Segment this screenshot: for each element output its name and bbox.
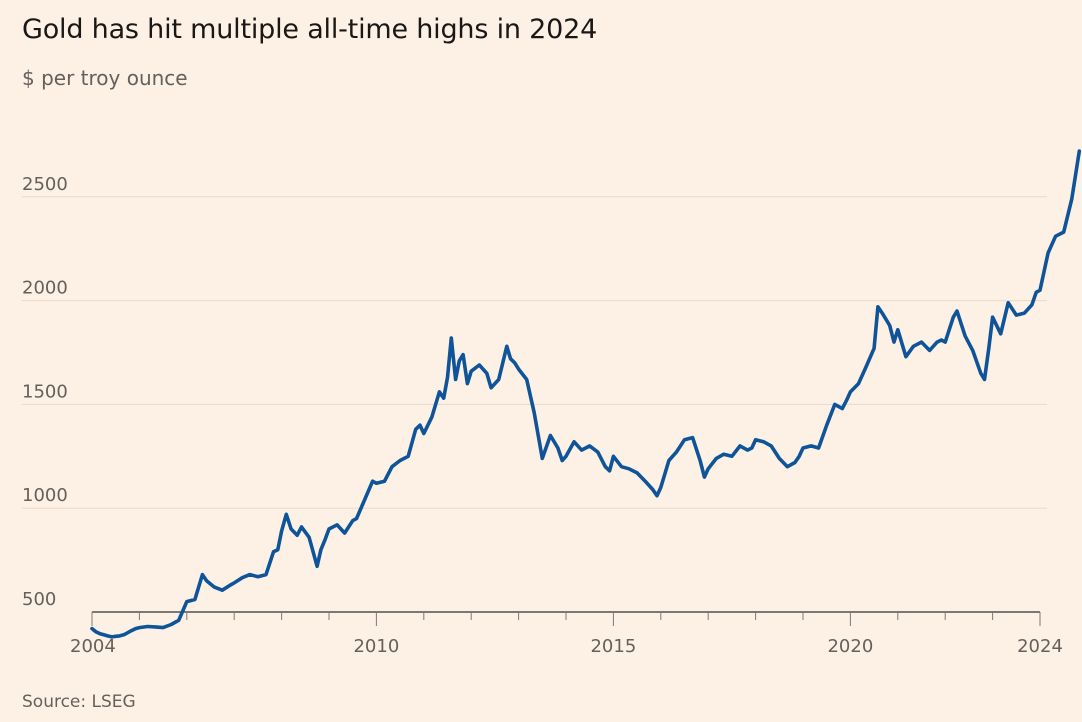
- x-tick-label-2020: 2020: [827, 636, 873, 657]
- y-tick-label-2000: 2000: [22, 278, 68, 299]
- y-axis-ticks: 500 1000 1500 2000 2500: [22, 174, 68, 610]
- y-tick-label-1000: 1000: [22, 485, 68, 506]
- x-axis: 2004 2010 2015 2020 2024: [70, 611, 1063, 657]
- chart-title: Gold has hit multiple all-time highs in …: [22, 14, 598, 45]
- series-line-gold-price: [90, 149, 1082, 639]
- source-note: Source: LSEG: [22, 692, 136, 712]
- y-tick-label-1500: 1500: [22, 381, 68, 402]
- x-tick-label-2010: 2010: [353, 636, 399, 657]
- x-tick-label-2004: 2004: [70, 636, 116, 657]
- x-tick-label-2015: 2015: [590, 636, 636, 657]
- gridlines: [22, 196, 1047, 509]
- chart-subtitle: $ per troy ounce: [22, 66, 188, 90]
- x-tick-label-2024: 2024: [1017, 636, 1063, 657]
- series-layer: [90, 149, 1082, 639]
- y-tick-label-2500: 2500: [22, 174, 68, 195]
- y-tick-label-500: 500: [22, 589, 56, 610]
